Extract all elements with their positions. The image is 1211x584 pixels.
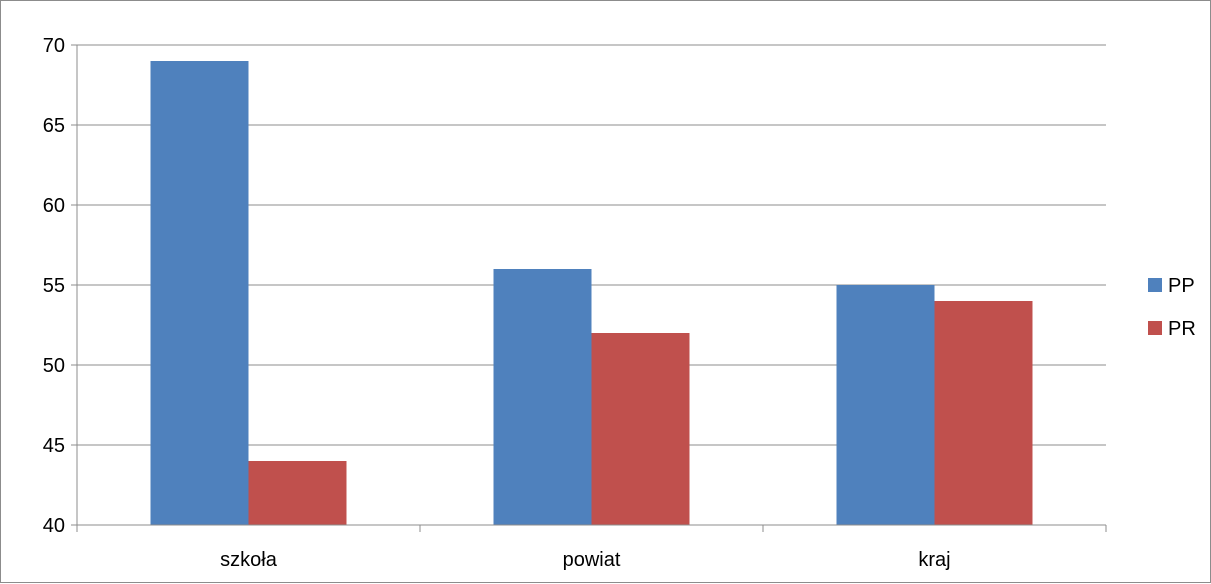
legend-swatch-pp [1148, 278, 1162, 292]
x-category-label: szkoła [220, 549, 278, 571]
y-tick-label: 65 [43, 115, 65, 137]
bar-pp-1 [493, 269, 592, 525]
x-category-label: powiat [563, 549, 621, 571]
y-tick-label: 45 [43, 435, 65, 457]
x-axis-categories: szkoła powiat kraj [220, 549, 950, 571]
y-tick-label: 50 [43, 355, 65, 377]
bar-pr-1 [591, 333, 690, 525]
axes [71, 44, 1107, 532]
y-axis-ticks: 40 45 50 55 60 65 70 [43, 35, 65, 537]
y-tick-label: 55 [43, 275, 65, 297]
y-tick-label: 70 [43, 35, 65, 57]
legend-label-pr: PR [1168, 318, 1196, 340]
y-tick-label: 40 [43, 515, 65, 537]
legend-label-pp: PP [1168, 275, 1195, 297]
bar-pp-0 [150, 61, 249, 525]
legend: PP PR [1148, 275, 1196, 340]
legend-swatch-pr [1148, 321, 1162, 335]
bar-pp-2 [836, 285, 935, 525]
bars [150, 61, 1033, 525]
bar-pr-2 [934, 301, 1033, 525]
bar-pr-0 [248, 461, 347, 525]
y-tick-label: 60 [43, 195, 65, 217]
x-category-label: kraj [918, 549, 950, 571]
